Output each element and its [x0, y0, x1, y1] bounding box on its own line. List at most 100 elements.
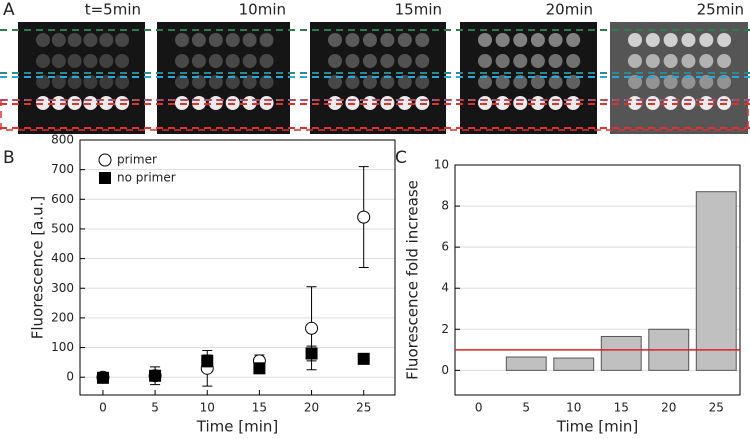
x-tick-label: 10: [566, 401, 581, 415]
well: [242, 75, 257, 89]
well: [681, 54, 696, 68]
well: [345, 54, 360, 68]
y-tick-label: 700: [51, 162, 74, 176]
x-tick-label: 0: [99, 401, 107, 415]
point: [201, 354, 214, 367]
y-tick-label: 8: [441, 199, 449, 213]
y-tick-label: 400: [51, 251, 74, 265]
well: [415, 54, 430, 68]
well: [328, 33, 342, 47]
well: [99, 54, 114, 68]
y-axis-title: Fluorescence [a.u.]: [29, 196, 47, 340]
well: [208, 75, 223, 89]
well: [362, 75, 377, 89]
well: [51, 75, 66, 89]
well: [345, 33, 360, 47]
x-tick-label: 0: [475, 401, 483, 415]
well: [67, 54, 82, 68]
well: [699, 75, 714, 89]
plot-frame: [454, 164, 741, 396]
bar: [695, 191, 737, 371]
well: [513, 75, 528, 89]
legend-label: primer: [117, 153, 157, 167]
well: [663, 33, 678, 47]
well: [495, 33, 510, 47]
point: [305, 321, 319, 335]
image-label: t=5min: [85, 1, 141, 19]
x-tick-label: 20: [661, 401, 676, 415]
well: [259, 75, 274, 89]
image-label: 15min: [395, 1, 442, 19]
well: [36, 54, 50, 68]
well: [566, 75, 581, 89]
well: [380, 54, 395, 68]
well: [51, 54, 66, 68]
y-tick-label: 0: [441, 363, 449, 377]
panel-label: C: [395, 148, 407, 168]
well: [478, 54, 492, 68]
well: [717, 75, 732, 89]
well: [259, 33, 274, 47]
well: [67, 33, 82, 47]
legend-marker: [99, 172, 111, 184]
well: [83, 75, 98, 89]
image-label: 20min: [546, 1, 593, 19]
x-tick-label: 15: [614, 401, 629, 415]
well: [663, 54, 678, 68]
x-tick-label: 10: [200, 401, 215, 415]
bar: [600, 335, 642, 371]
well: [259, 54, 274, 68]
well: [530, 75, 545, 89]
y-axis-title: Fluorescence fold increase: [404, 180, 422, 380]
well: [513, 33, 528, 47]
well: [345, 75, 360, 89]
well: [478, 33, 492, 47]
x-axis-title: Time [min]: [196, 418, 278, 436]
well: [242, 54, 257, 68]
well: [380, 33, 395, 47]
well: [415, 75, 430, 89]
well: [717, 33, 732, 47]
x-tick-label: 25: [709, 401, 724, 415]
x-tick-label: 20: [304, 401, 319, 415]
well: [699, 33, 714, 47]
point: [357, 352, 370, 365]
x-tick-label: 25: [356, 401, 371, 415]
well: [175, 54, 189, 68]
x-axis-title: Time [min]: [556, 418, 638, 436]
y-tick-label: 200: [51, 310, 74, 324]
well: [225, 33, 240, 47]
well: [380, 75, 395, 89]
well: [415, 33, 430, 47]
y-tick-label: 10: [434, 158, 449, 172]
image-label: 25min: [697, 1, 744, 19]
well: [628, 75, 642, 89]
bar: [505, 356, 547, 371]
y-tick-label: 600: [51, 192, 74, 206]
well: [225, 54, 240, 68]
well: [530, 33, 545, 47]
well: [328, 54, 342, 68]
well: [36, 75, 50, 89]
y-tick-label: 300: [51, 281, 74, 295]
well: [242, 33, 257, 47]
point: [357, 210, 371, 224]
well: [566, 54, 581, 68]
well: [628, 54, 642, 68]
legend-label: no primer: [117, 171, 176, 185]
well: [548, 33, 563, 47]
well: [717, 54, 732, 68]
well: [115, 54, 130, 68]
well: [99, 75, 114, 89]
well: [699, 54, 714, 68]
well: [115, 33, 130, 47]
point: [253, 362, 266, 375]
x-tick-label: 5: [522, 401, 530, 415]
well: [362, 33, 377, 47]
well: [51, 33, 66, 47]
point: [149, 369, 162, 382]
well: [645, 33, 660, 47]
point: [96, 371, 109, 384]
well: [645, 54, 660, 68]
